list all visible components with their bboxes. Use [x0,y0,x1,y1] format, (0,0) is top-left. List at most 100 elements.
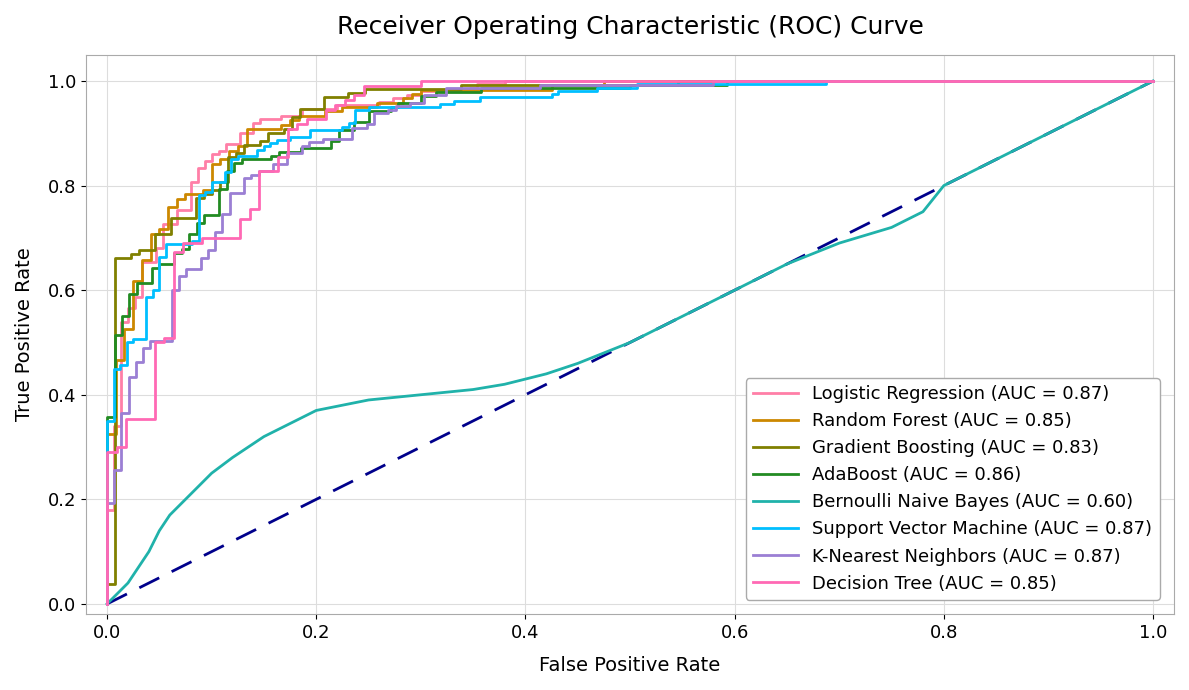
Decision Tree (AUC = 0.85) [1146,77,1160,85]
AdaBoost (AUC = 0.86) [115,316,130,324]
Logistic Regression (AUC = 0.87) [986,77,1000,85]
Gradient Boosting (AUC = 0.83) [993,77,1007,85]
Decision Tree (AUC = 0.85) [100,557,114,565]
Support Vector Machine (AUC = 0.87) [120,348,134,357]
K-Nearest Neighbors (AUC = 0.87) [1146,77,1160,85]
AdaBoost (AUC = 0.86) [107,364,121,373]
AdaBoost (AUC = 0.86) [346,121,360,130]
K-Nearest Neighbors (AUC = 0.87) [100,600,114,608]
Bernoulli Naive Bayes (AUC = 0.60) [937,181,951,190]
Logistic Regression (AUC = 0.87) [1056,77,1070,85]
Decision Tree (AUC = 0.85) [166,257,181,266]
Bernoulli Naive Bayes (AUC = 0.60) [257,433,271,441]
Bernoulli Naive Bayes (AUC = 0.60) [141,547,156,555]
Support Vector Machine (AUC = 0.87) [819,77,833,85]
AdaBoost (AUC = 0.86) [899,77,913,85]
Bernoulli Naive Bayes (AUC = 0.60) [623,338,637,346]
Bernoulli Naive Bayes (AUC = 0.60) [361,396,376,404]
Legend: Logistic Regression (AUC = 0.87), Random Forest (AUC = 0.85), Gradient Boosting : Logistic Regression (AUC = 0.87), Random… [746,378,1159,600]
K-Nearest Neighbors (AUC = 0.87) [1125,77,1139,85]
AdaBoost (AUC = 0.86) [518,84,533,92]
Bernoulli Naive Bayes (AUC = 0.60) [728,286,742,295]
K-Nearest Neighbors (AUC = 0.87) [136,347,150,355]
Y-axis label: True Positive Rate: True Positive Rate [15,248,34,422]
Gradient Boosting (AUC = 0.83) [100,600,114,608]
Bernoulli Naive Bayes (AUC = 0.60) [1042,129,1056,137]
Line: Random Forest (AUC = 0.85): Random Forest (AUC = 0.85) [107,81,1153,604]
Random Forest (AUC = 0.85) [309,112,323,120]
Gradient Boosting (AUC = 0.83) [1146,77,1160,85]
Random Forest (AUC = 0.85) [597,77,611,85]
Line: Gradient Boosting (AUC = 0.83): Gradient Boosting (AUC = 0.83) [107,81,1153,604]
Gradient Boosting (AUC = 0.83) [478,81,492,89]
K-Nearest Neighbors (AUC = 0.87) [281,149,295,157]
AdaBoost (AUC = 0.86) [721,77,735,85]
Bernoulli Naive Bayes (AUC = 0.60) [288,417,302,425]
Bernoulli Naive Bayes (AUC = 0.60) [832,239,847,247]
Support Vector Machine (AUC = 0.87) [178,240,193,248]
Random Forest (AUC = 0.85) [144,247,158,255]
Bernoulli Naive Bayes (AUC = 0.60) [226,453,240,462]
Logistic Regression (AUC = 0.87) [1042,77,1056,85]
Gradient Boosting (AUC = 0.83) [446,85,460,93]
Gradient Boosting (AUC = 0.83) [365,85,379,93]
Gradient Boosting (AUC = 0.83) [672,77,686,85]
Line: Logistic Regression (AUC = 0.87): Logistic Regression (AUC = 0.87) [107,81,1153,604]
Gradient Boosting (AUC = 0.83) [751,77,766,85]
Bernoulli Naive Bayes (AUC = 0.60) [466,386,480,394]
Bernoulli Naive Bayes (AUC = 0.60) [111,589,125,598]
Bernoulli Naive Bayes (AUC = 0.60) [885,224,899,232]
K-Nearest Neighbors (AUC = 0.87) [143,344,157,352]
Random Forest (AUC = 0.85) [100,600,114,608]
Support Vector Machine (AUC = 0.87) [100,600,114,608]
Bernoulli Naive Bayes (AUC = 0.60) [497,380,511,388]
Title: Receiver Operating Characteristic (ROC) Curve: Receiver Operating Characteristic (ROC) … [336,15,924,39]
Bernoulli Naive Bayes (AUC = 0.60) [152,526,166,535]
Logistic Regression (AUC = 0.87) [134,279,149,287]
Support Vector Machine (AUC = 0.87) [100,492,114,500]
Bernoulli Naive Bayes (AUC = 0.60) [1094,103,1108,111]
Line: AdaBoost (AUC = 0.86): AdaBoost (AUC = 0.86) [107,81,1153,604]
Logistic Regression (AUC = 0.87) [762,77,776,85]
Random Forest (AUC = 0.85) [1146,77,1160,85]
Bernoulli Naive Bayes (AUC = 0.60) [780,260,794,268]
Logistic Regression (AUC = 0.87) [518,77,533,85]
Bernoulli Naive Bayes (AUC = 0.60) [309,406,323,415]
Bernoulli Naive Bayes (AUC = 0.60) [205,469,219,477]
Bernoulli Naive Bayes (AUC = 0.60) [571,359,585,368]
Bernoulli Naive Bayes (AUC = 0.60) [163,511,177,519]
Bernoulli Naive Bayes (AUC = 0.60) [183,490,197,498]
Logistic Regression (AUC = 0.87) [100,600,114,608]
Bernoulli Naive Bayes (AUC = 0.60) [100,600,114,608]
Line: Bernoulli Naive Bayes (AUC = 0.60): Bernoulli Naive Bayes (AUC = 0.60) [107,81,1153,604]
Bernoulli Naive Bayes (AUC = 0.60) [121,579,136,587]
Line: Decision Tree (AUC = 0.85): Decision Tree (AUC = 0.85) [107,81,1153,604]
Random Forest (AUC = 0.85) [100,565,114,573]
X-axis label: False Positive Rate: False Positive Rate [540,656,721,675]
Support Vector Machine (AUC = 0.87) [257,142,271,150]
Random Forest (AUC = 0.85) [466,86,480,94]
Bernoulli Naive Bayes (AUC = 0.60) [675,312,690,320]
Support Vector Machine (AUC = 0.87) [492,93,507,101]
K-Nearest Neighbors (AUC = 0.87) [352,124,366,132]
AdaBoost (AUC = 0.86) [100,600,114,608]
Decision Tree (AUC = 0.85) [965,77,980,85]
Bernoulli Naive Bayes (AUC = 0.60) [131,563,145,571]
Bernoulli Naive Bayes (AUC = 0.60) [414,391,428,399]
Bernoulli Naive Bayes (AUC = 0.60) [1146,77,1160,85]
Logistic Regression (AUC = 0.87) [1146,77,1160,85]
Bernoulli Naive Bayes (AUC = 0.60) [989,155,1004,164]
AdaBoost (AUC = 0.86) [1146,77,1160,85]
Decision Tree (AUC = 0.85) [166,286,181,295]
Bernoulli Naive Bayes (AUC = 0.60) [916,208,930,216]
Random Forest (AUC = 0.85) [239,125,253,133]
Gradient Boosting (AUC = 0.83) [559,81,573,89]
Line: Support Vector Machine (AUC = 0.87): Support Vector Machine (AUC = 0.87) [107,81,1153,604]
Line: K-Nearest Neighbors (AUC = 0.87): K-Nearest Neighbors (AUC = 0.87) [107,81,1153,604]
Decision Tree (AUC = 0.85) [157,338,171,346]
Bernoulli Naive Bayes (AUC = 0.60) [540,370,554,378]
Bernoulli Naive Bayes (AUC = 0.60) [518,375,533,383]
Logistic Regression (AUC = 0.87) [497,77,511,85]
K-Nearest Neighbors (AUC = 0.87) [172,279,187,287]
Random Forest (AUC = 0.85) [265,125,279,133]
